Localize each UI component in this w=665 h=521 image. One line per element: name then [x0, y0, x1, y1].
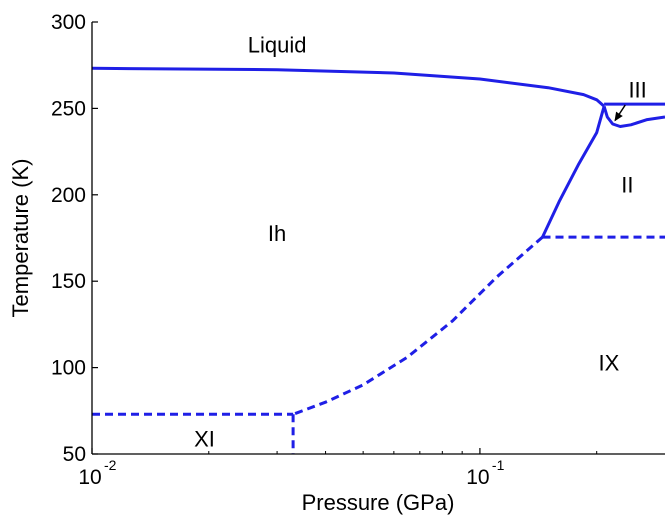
y-tick-label: 200	[51, 184, 86, 207]
region-label: II	[621, 172, 633, 197]
x-tick-label: 10	[78, 466, 101, 489]
y-tick-label: 250	[51, 97, 86, 120]
x-tick-exponent: -2	[104, 457, 117, 473]
x-axis-label: Pressure (GPa)	[302, 490, 455, 515]
phase-boundary-6	[292, 235, 544, 416]
x-tick-exponent: -1	[492, 457, 505, 473]
region-label: III	[628, 77, 646, 102]
region-iii-arrow	[614, 104, 626, 122]
region-label: XI	[194, 426, 215, 451]
phase-boundary-3	[602, 105, 665, 128]
y-tick-label: 50	[63, 443, 86, 466]
phase-boundary-4	[541, 105, 606, 238]
region-label: Liquid	[248, 32, 307, 57]
phase-boundary-1	[91, 66, 606, 108]
x-tick-label: 10	[466, 466, 489, 489]
y-axis-label: Temperature (K)	[8, 159, 33, 318]
y-tick-label: 150	[51, 270, 86, 293]
region-label: IX	[598, 350, 619, 375]
y-tick-label: 100	[51, 357, 86, 380]
y-tick-label: 300	[51, 11, 86, 34]
phase-boundary-lines	[91, 66, 665, 454]
axis-ticks	[91, 21, 598, 455]
region-label: Ih	[268, 221, 286, 246]
